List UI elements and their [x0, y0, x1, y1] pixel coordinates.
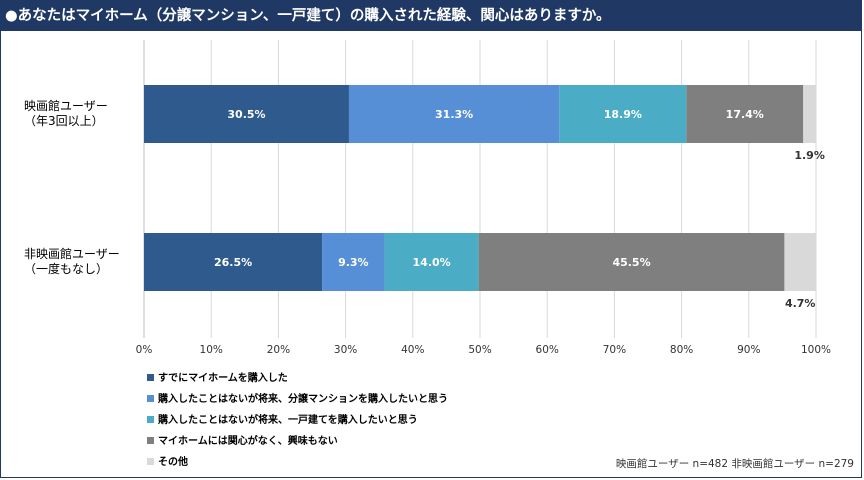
- data-label: 26.5%: [214, 256, 252, 269]
- x-tick-label: 60%: [536, 344, 559, 356]
- x-tick-label: 70%: [603, 344, 626, 356]
- bar-segment: [686, 85, 804, 143]
- category-label: 映画館ユーザー: [24, 98, 108, 113]
- legend-label: マイホームには関心がなく、興味もない: [158, 434, 338, 447]
- bar-segment: [348, 85, 560, 143]
- data-label: 45.5%: [612, 256, 650, 269]
- bar-segment: [384, 233, 479, 291]
- legend-swatch: [147, 458, 154, 465]
- category-label: （一度もなし）: [24, 261, 108, 276]
- bar-segment: [559, 85, 687, 143]
- data-label: 30.5%: [227, 108, 265, 121]
- x-tick-label: 30%: [334, 344, 357, 356]
- data-label: 31.3%: [435, 108, 473, 121]
- data-label: 14.0%: [413, 256, 451, 269]
- bar-segment: [803, 85, 816, 143]
- x-tick-label: 40%: [401, 344, 424, 356]
- legend-label: その他: [158, 455, 188, 468]
- data-label: 18.9%: [604, 108, 642, 121]
- x-tick-label: 80%: [670, 344, 693, 356]
- legend-label: すでにマイホームを購入した: [158, 371, 288, 384]
- bar-segment: [784, 233, 816, 291]
- chart-title: ●あなたはマイホーム（分譲マンション、一戸建て）の購入された経験、関心はあります…: [1, 1, 861, 31]
- bar-segment: [478, 233, 785, 291]
- data-label: 9.3%: [338, 256, 369, 269]
- data-label: 17.4%: [726, 108, 764, 121]
- category-label: （年3回以上）: [24, 114, 104, 128]
- legend-swatch: [147, 374, 154, 381]
- bar-segment: [144, 85, 349, 143]
- x-tick-label: 20%: [267, 344, 290, 356]
- bar-segment: [144, 233, 323, 291]
- x-tick-label: 0%: [136, 344, 153, 356]
- sample-size-note: 映画館ユーザー n=482 非映画館ユーザー n=279: [615, 458, 854, 470]
- category-label: 非映画館ユーザー: [24, 246, 120, 261]
- x-tick-label: 10%: [200, 344, 223, 356]
- x-tick-label: 90%: [737, 344, 760, 356]
- x-tick-label: 100%: [801, 344, 831, 356]
- legend-label: 購入したことはないが将来、一戸建てを購入したいと思う: [157, 413, 418, 426]
- legend-swatch: [147, 437, 154, 444]
- legend-label: 購入したことはないが将来、分譲マンションを購入したいと思う: [157, 392, 448, 405]
- legend-swatch: [147, 416, 154, 423]
- bar-segment: [322, 233, 385, 291]
- legend-swatch: [147, 395, 154, 402]
- data-label: 4.7%: [785, 297, 816, 310]
- data-label: 1.9%: [794, 149, 825, 162]
- x-tick-label: 50%: [468, 344, 491, 356]
